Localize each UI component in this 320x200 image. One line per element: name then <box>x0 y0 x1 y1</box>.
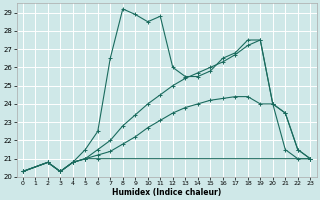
X-axis label: Humidex (Indice chaleur): Humidex (Indice chaleur) <box>112 188 221 197</box>
